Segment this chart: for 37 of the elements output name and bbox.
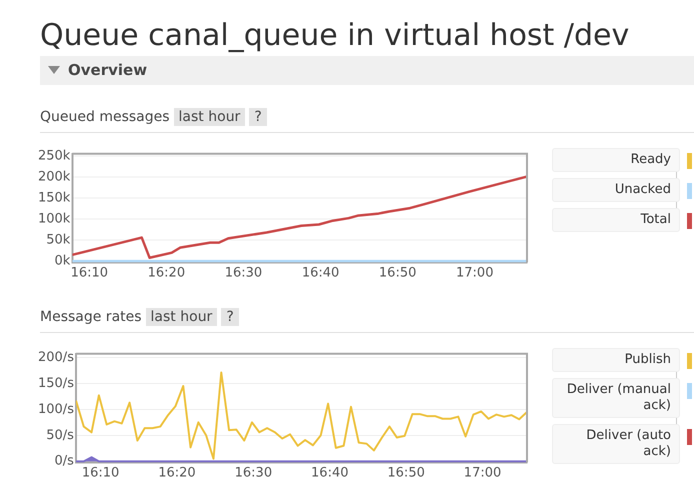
y-tick-label: 150k	[38, 190, 71, 206]
x-tick-label: 16:40	[302, 266, 340, 281]
text: Queue canal_queue in virtual host /dev	[40, 18, 630, 53]
x-tick-label: 16:50	[378, 266, 416, 281]
x-tick-label: 16:10	[70, 266, 108, 281]
y-tick-label: 250k	[38, 148, 71, 164]
x-tick-label: 16:30	[224, 266, 262, 281]
text: ?	[221, 308, 239, 326]
y-tick-label: 50k	[46, 232, 71, 248]
y-tick-label: 0/s	[54, 454, 74, 469]
legend-label: Deliver (manual ack)	[552, 378, 680, 418]
y-tick-label: 100k	[38, 211, 71, 226]
y-tick-label: 0k	[54, 254, 71, 269]
legend-label: Total	[552, 208, 680, 232]
x-tick-label: 17:00	[456, 266, 494, 281]
x-tick-label: 16:10	[82, 466, 120, 480]
text: Overview	[40, 56, 694, 85]
x-tick-label: 17:00	[464, 466, 502, 480]
y-tick-label: 50/s	[46, 428, 74, 443]
legend-label: Publish	[552, 348, 680, 372]
y-tick-label: 200k	[38, 169, 71, 184]
x-tick-label: 16:20	[148, 266, 186, 281]
text: ?	[249, 108, 267, 126]
x-tick-label: 16:50	[387, 466, 425, 480]
x-tick-label: 16:40	[311, 466, 348, 480]
y-tick-label: 200/s	[38, 350, 74, 365]
text: last hour	[146, 308, 218, 326]
legend-label: Unacked	[552, 178, 680, 202]
chart-title: Queued messages	[40, 109, 170, 125]
x-tick-label: 16:20	[158, 466, 196, 480]
text: last hour	[174, 108, 246, 126]
x-tick-label: 16:30	[234, 466, 272, 480]
y-tick-label: 100/s	[38, 402, 74, 417]
legend-label: Deliver (auto ack)	[552, 424, 680, 464]
chart-title: Message rates	[40, 309, 142, 325]
legend-label: Ready	[552, 148, 680, 172]
y-tick-label: 150/s	[38, 376, 74, 391]
